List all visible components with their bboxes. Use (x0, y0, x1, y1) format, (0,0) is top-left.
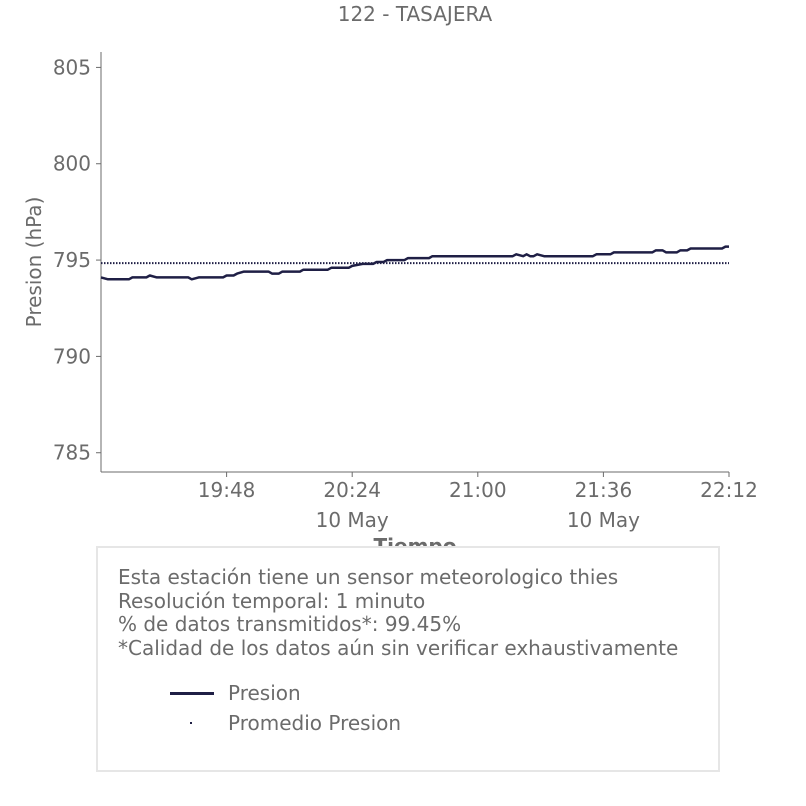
info-resolution: Resolución temporal: 1 minuto (118, 588, 426, 613)
series-line-presion (100, 245, 729, 281)
x-tick-label: 20:24 (323, 478, 381, 502)
info-quality-note: *Calidad de los datos aún sin verificar … (118, 635, 679, 660)
legend-item-presion: Presion (170, 678, 301, 708)
y-tick-label: 800 (53, 152, 91, 176)
x-tick-date-label: 10 May (316, 508, 389, 532)
x-tick-label: 22:12 (700, 478, 758, 502)
legend-label-promedio: Promedio Presion (228, 711, 402, 735)
x-tick-date-label: 10 May (567, 508, 640, 532)
y-tick-label: 795 (53, 248, 91, 272)
y-axis-label: Presion (hPa) (22, 197, 46, 328)
legend-item-promedio: Promedio Presion (170, 708, 401, 738)
info-text: Esta estación tiene un sensor meteorolog… (118, 565, 679, 660)
x-tick-label: 19:48 (198, 478, 256, 502)
x-tick-label: 21:36 (575, 478, 633, 502)
x-axis: 19:48 20:24 10 May 21:00 21:36 10 May 22:12 (198, 472, 758, 532)
info-box: Esta estación tiene un sensor meteorolog… (96, 546, 720, 772)
info-transmitted: % de datos transmitidos*: 99.45% (118, 612, 462, 636)
info-sensor: Esta estación tiene un sensor meteorolog… (118, 565, 619, 589)
plot-area (100, 245, 729, 281)
x-tick-label: 21:00 (449, 478, 507, 502)
y-axis: 785 790 795 800 805 (53, 55, 101, 465)
y-tick-label: 790 (53, 344, 91, 368)
y-tick-label: 805 (53, 55, 91, 79)
chart-title: 122 - TASAJERA (338, 2, 493, 26)
y-tick-label: 785 (53, 441, 91, 465)
legend-dot-swatch (170, 708, 214, 738)
legend-line-swatch (170, 678, 214, 708)
legend-label-presion: Presion (228, 681, 301, 705)
